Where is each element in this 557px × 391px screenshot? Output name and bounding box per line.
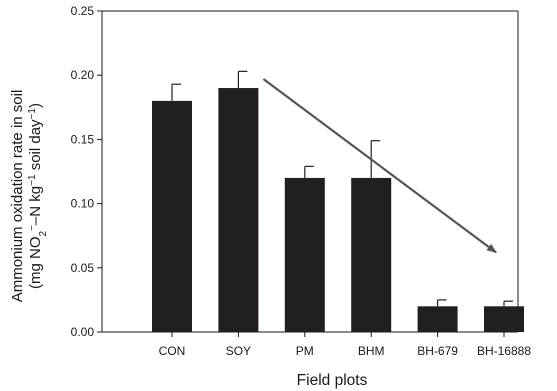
bar-bh-679	[417, 306, 458, 332]
x-axis-title: Field plots	[297, 372, 368, 389]
bar-soy	[218, 88, 259, 332]
x-tick-label: BH-16888	[477, 344, 531, 358]
y-axis-title-line1: Ammonium oxidation rate in soil	[9, 90, 26, 303]
x-tick-label: CON	[159, 344, 186, 358]
bar-con	[152, 100, 192, 332]
bar-bh-16888	[484, 306, 524, 332]
y-axis: 0.00 0.05 0.10 0.15 0.20 0.25	[71, 4, 102, 339]
trend-arrow	[262, 78, 497, 254]
x-tick-label: BH-679	[417, 344, 458, 358]
bar-bhm	[351, 177, 392, 332]
y-tick-label: 0.05	[71, 261, 95, 275]
bar-pm	[284, 177, 325, 332]
y-tick-label: 0.10	[71, 197, 95, 211]
x-axis: CON SOY PM BHM BH-679 BH-16888	[159, 332, 531, 358]
y-tick-label: 0.20	[71, 68, 95, 82]
bars	[152, 70, 524, 332]
x-tick-label: SOY	[226, 344, 251, 358]
y-tick-label: 0.00	[71, 325, 95, 339]
x-tick-label: BHM	[358, 344, 385, 358]
x-tick-label: PM	[296, 344, 314, 358]
y-tick-label: 0.25	[71, 4, 95, 18]
y-tick-label: 0.15	[71, 132, 95, 146]
y-axis-title-line2: (mg NO2−–N kg−1 soil day−1)	[27, 103, 49, 289]
y-axis-title: Ammonium oxidation rate in soil (mg NO2−…	[9, 90, 49, 303]
annotations	[262, 78, 497, 254]
